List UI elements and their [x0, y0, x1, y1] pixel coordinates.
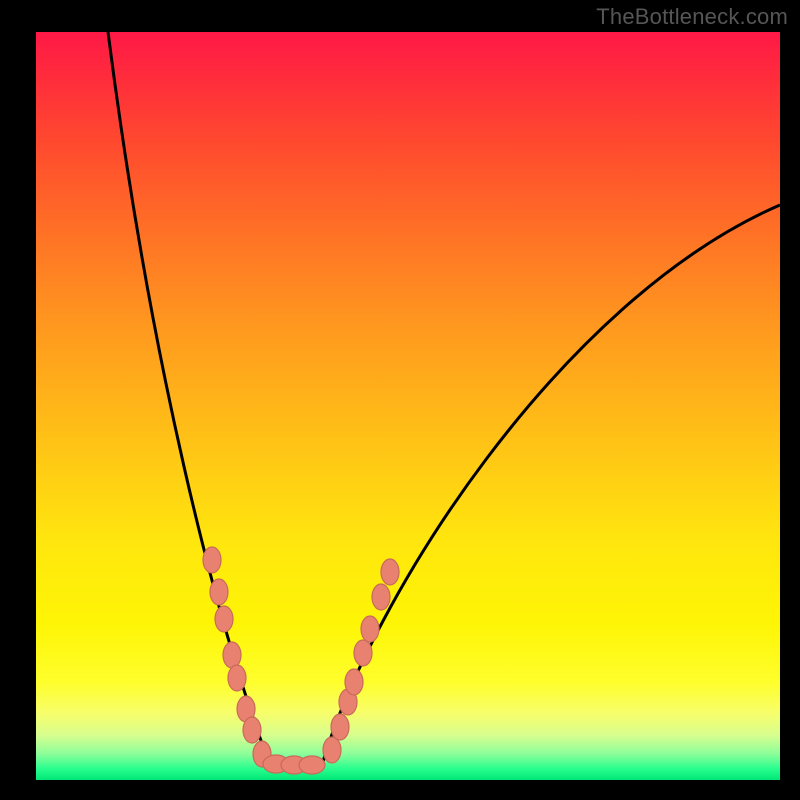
chart-container: TheBottleneck.com	[0, 0, 800, 800]
marker-point	[354, 640, 372, 666]
marker-point	[243, 717, 261, 743]
marker-point	[345, 669, 363, 695]
bottleneck-chart	[0, 0, 800, 800]
watermark-text: TheBottleneck.com	[596, 4, 788, 30]
marker-point	[223, 642, 241, 668]
marker-point	[381, 559, 399, 585]
marker-point	[203, 547, 221, 573]
marker-point	[331, 714, 349, 740]
marker-point	[210, 579, 228, 605]
plot-background	[36, 32, 780, 780]
marker-point	[228, 665, 246, 691]
marker-point	[215, 606, 233, 632]
marker-point	[361, 616, 379, 642]
marker-point	[299, 756, 325, 774]
marker-point	[372, 584, 390, 610]
marker-point	[323, 737, 341, 763]
